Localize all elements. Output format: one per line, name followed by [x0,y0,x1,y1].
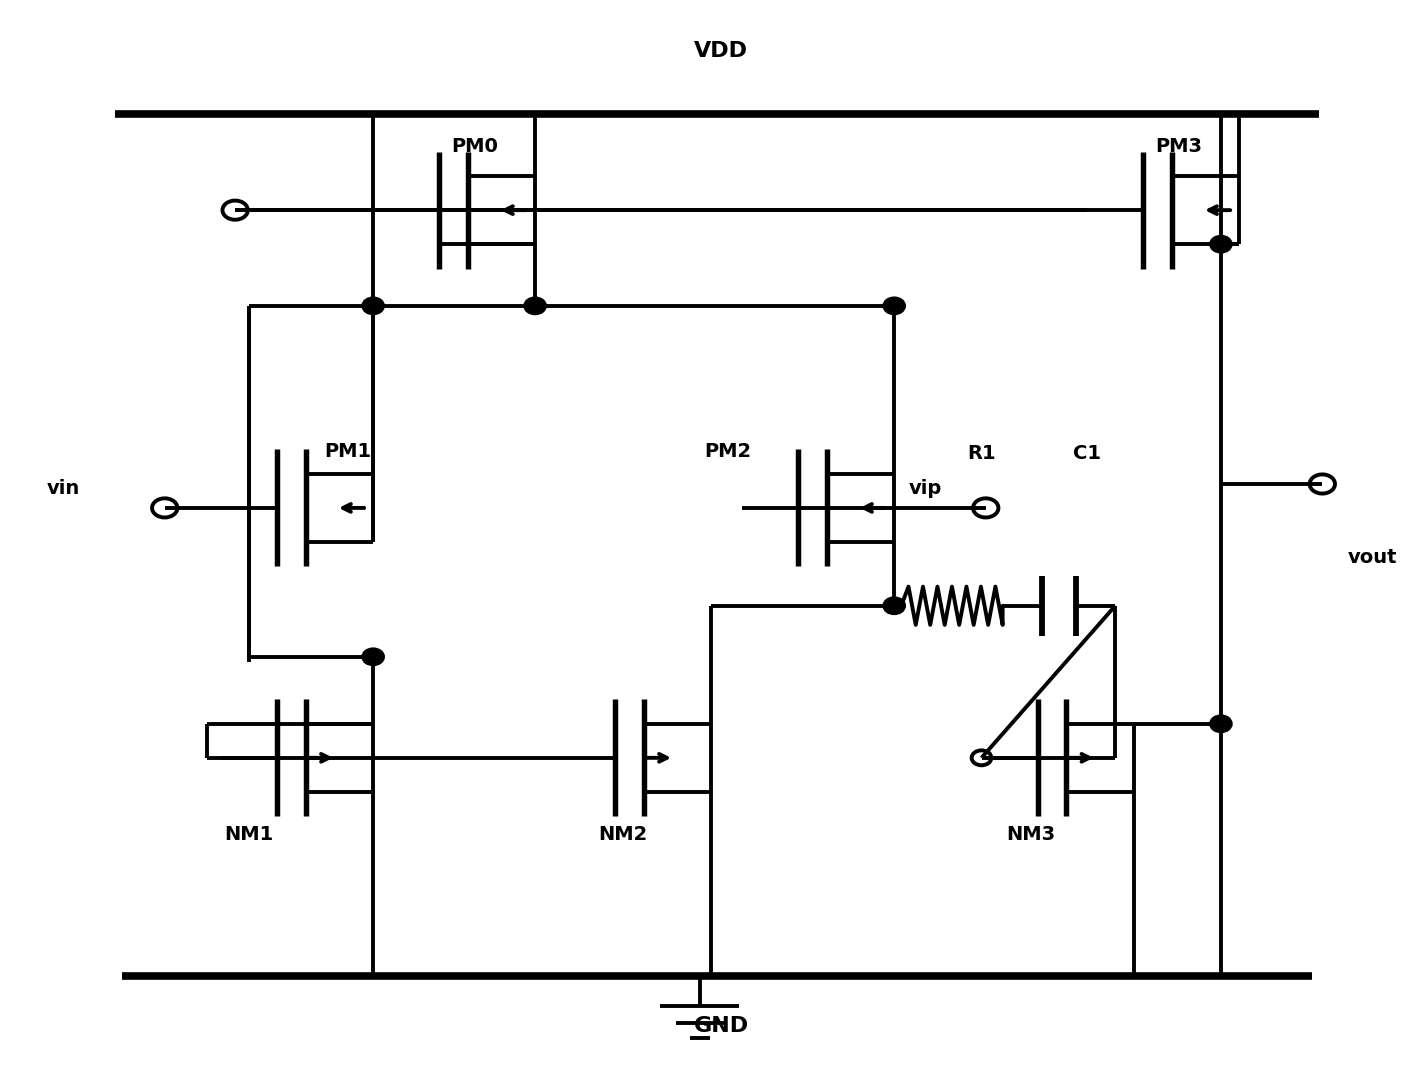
Text: NM2: NM2 [598,825,648,843]
Text: PM2: PM2 [704,443,752,461]
Text: PM3: PM3 [1155,137,1202,156]
Text: NM3: NM3 [1007,825,1055,843]
Text: vin: vin [47,479,81,498]
Circle shape [884,599,904,614]
Text: GND: GND [693,1016,748,1036]
Text: VDD: VDD [694,41,748,61]
Circle shape [525,298,544,313]
Text: PM0: PM0 [451,137,498,156]
Circle shape [363,298,383,313]
Text: vout: vout [1348,548,1397,568]
Text: NM1: NM1 [225,825,274,843]
Text: C1: C1 [1073,445,1102,463]
Text: R1: R1 [967,445,995,463]
Text: PM1: PM1 [324,443,372,461]
Circle shape [363,649,383,664]
Circle shape [1210,716,1230,731]
Circle shape [884,298,904,313]
Text: vip: vip [909,479,942,498]
Circle shape [1210,236,1230,251]
